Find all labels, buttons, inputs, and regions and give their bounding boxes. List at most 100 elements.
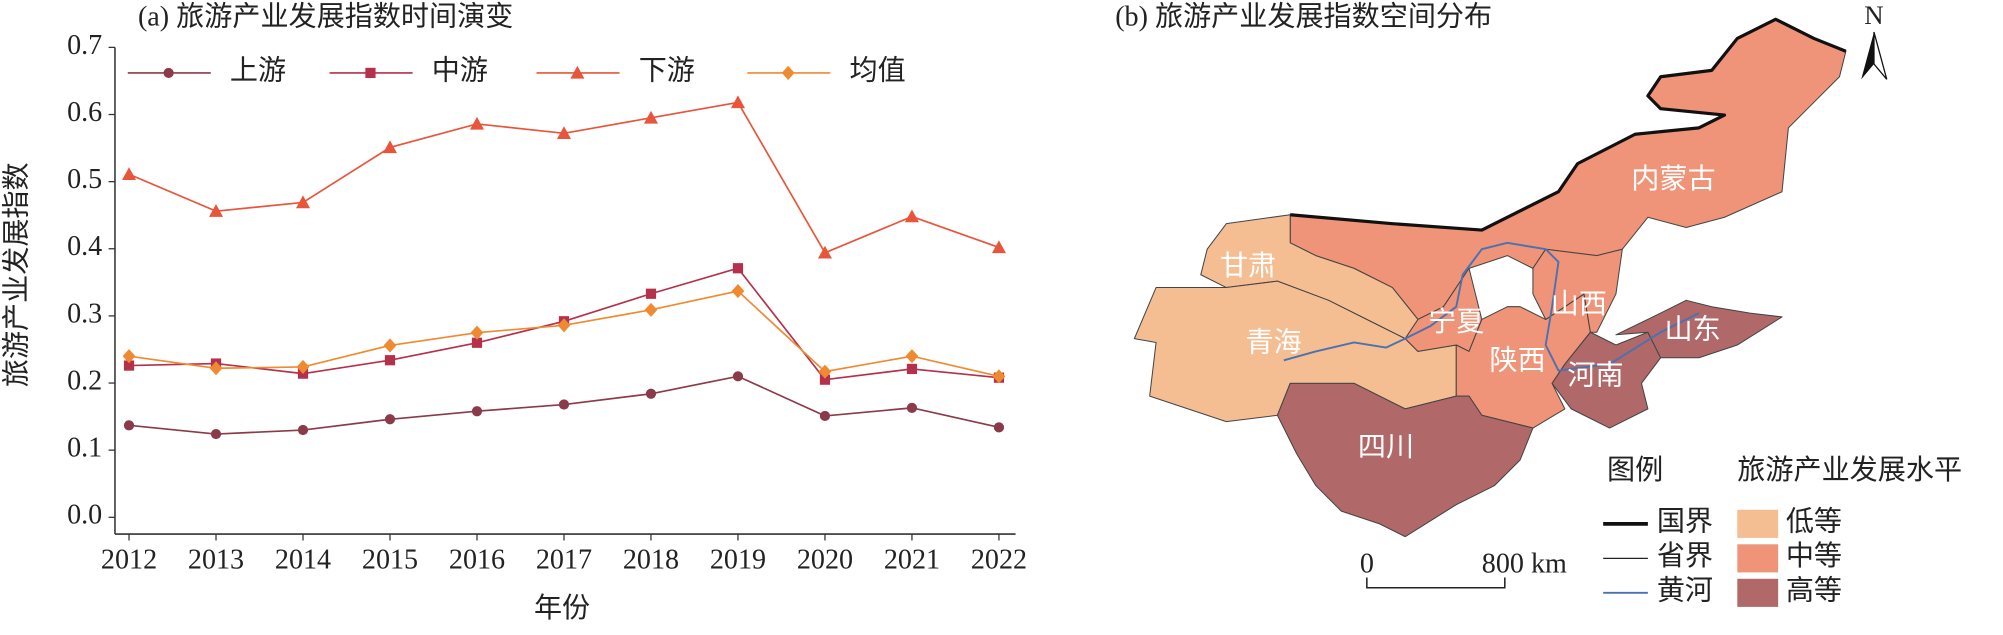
marker xyxy=(732,371,744,382)
marker xyxy=(384,414,396,425)
series-line xyxy=(128,290,1000,378)
marker xyxy=(819,410,831,422)
north-arrow-right xyxy=(1873,31,1888,80)
scale-line xyxy=(1366,577,1506,589)
marker xyxy=(730,95,745,109)
legend-title: 旅游产业发展水平 xyxy=(1737,454,1962,486)
region-henan xyxy=(1551,331,1662,429)
x-tick-label: 2012 xyxy=(101,545,157,576)
marker xyxy=(471,337,483,348)
legend-label: 中游 xyxy=(432,54,488,86)
north-label: N xyxy=(1864,0,1883,30)
scale-bar xyxy=(1366,577,1506,589)
y-axis-label: 旅游产业发展指数 xyxy=(1,162,33,387)
region-label: 四川 xyxy=(1358,432,1414,463)
marker xyxy=(122,349,136,364)
marker xyxy=(645,388,657,399)
marker xyxy=(295,195,311,209)
region-sichuan xyxy=(1276,382,1534,538)
marker xyxy=(208,204,224,217)
marker xyxy=(383,338,397,353)
marker xyxy=(121,167,137,181)
legend-swatch xyxy=(1737,544,1779,573)
marker xyxy=(993,422,1005,433)
marker xyxy=(556,126,572,140)
region-label: 内蒙古 xyxy=(1631,163,1715,195)
marker xyxy=(905,349,919,364)
marker xyxy=(471,406,483,417)
y-tick-label: 0.3 xyxy=(67,298,102,329)
marker xyxy=(209,361,223,376)
national-border xyxy=(1290,17,1847,232)
marker xyxy=(123,360,135,371)
legend-label: 黄河 xyxy=(1657,574,1713,606)
marker xyxy=(210,428,222,440)
marker xyxy=(643,110,659,124)
marker xyxy=(906,402,918,413)
marker xyxy=(382,140,398,154)
marker xyxy=(731,284,745,299)
marker xyxy=(558,399,570,410)
series-line xyxy=(128,101,1000,254)
marker xyxy=(297,424,309,436)
x-tick-label: 2021 xyxy=(884,545,940,576)
yellow-river xyxy=(1283,241,1700,372)
marker xyxy=(644,302,658,317)
marker xyxy=(732,263,744,274)
marker xyxy=(992,369,1006,384)
region-label: 陕西 xyxy=(1489,344,1545,376)
region-label: 青海 xyxy=(1245,326,1301,358)
legend-label: 低等 xyxy=(1786,505,1842,537)
legend-label: 中等 xyxy=(1786,540,1842,572)
scale-label: 800 km xyxy=(1482,548,1567,579)
marker xyxy=(781,65,795,80)
marker xyxy=(384,355,396,366)
x-tick-label: 2022 xyxy=(971,545,1027,576)
x-tick-label: 2019 xyxy=(710,545,766,576)
region-label: 山东 xyxy=(1664,314,1720,346)
legend-label: 上游 xyxy=(230,54,286,86)
marker xyxy=(365,67,376,79)
y-tick-label: 0.2 xyxy=(67,365,102,396)
y-tick-label: 0.6 xyxy=(67,97,102,128)
marker xyxy=(817,245,832,259)
legend-label: 下游 xyxy=(639,54,695,86)
x-tick-label: 2013 xyxy=(188,545,244,576)
scale-label: 0 xyxy=(1360,548,1374,579)
y-tick-label: 0.5 xyxy=(67,164,102,195)
north-arrow: N xyxy=(1861,0,1888,80)
region-label: 山西 xyxy=(1551,288,1607,320)
marker xyxy=(469,116,485,130)
chart-title: (a) 旅游产业发展指数时间演变 xyxy=(138,1,513,33)
marker xyxy=(163,67,174,79)
marker xyxy=(645,288,657,299)
x-tick-label: 2014 xyxy=(275,545,331,576)
x-tick-label: 2018 xyxy=(623,545,679,576)
x-axis-label: 年份 xyxy=(534,592,590,624)
marker xyxy=(819,374,831,385)
legend-swatch xyxy=(1737,578,1779,607)
legend-swatch xyxy=(1737,509,1779,538)
legend-label: 省界 xyxy=(1657,540,1713,572)
map-title: (b) 旅游产业发展指数空间分布 xyxy=(1115,1,1492,33)
marker xyxy=(906,363,918,375)
marker xyxy=(470,325,484,340)
x-tick-label: 2016 xyxy=(449,545,505,576)
y-tick-label: 0.7 xyxy=(67,30,102,61)
legend-label: 国界 xyxy=(1657,506,1713,537)
y-tick-label: 0.4 xyxy=(67,231,102,262)
marker xyxy=(991,240,1006,254)
marker xyxy=(904,209,919,223)
region-label: 甘肃 xyxy=(1220,250,1276,282)
y-tick-label: 0.0 xyxy=(67,500,102,531)
y-tick-label: 0.1 xyxy=(67,433,102,464)
x-tick-label: 2020 xyxy=(797,545,853,576)
map xyxy=(1133,17,1847,538)
legend-title: 图例 xyxy=(1607,454,1663,486)
region-shandong xyxy=(1615,299,1783,359)
x-tick-label: 2017 xyxy=(536,545,592,576)
marker xyxy=(570,65,585,79)
region-label: 宁夏 xyxy=(1428,306,1484,338)
